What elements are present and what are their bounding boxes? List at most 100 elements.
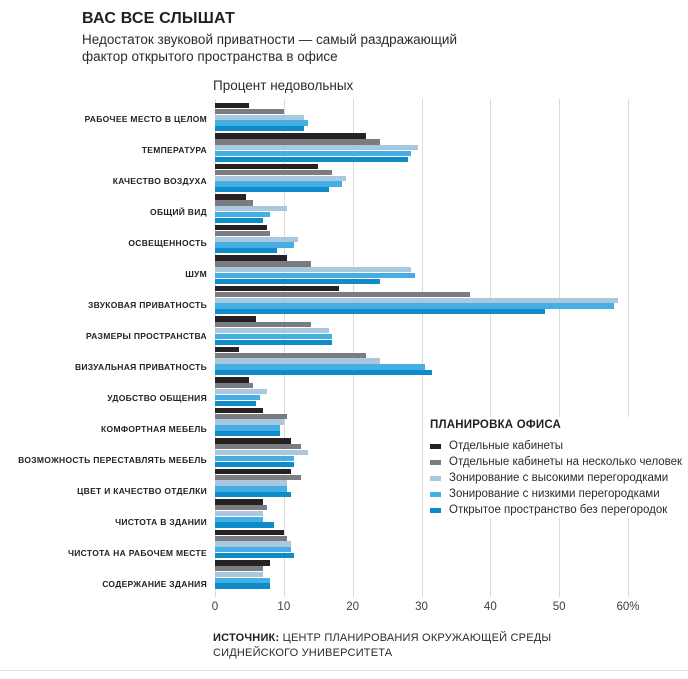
bar xyxy=(215,571,264,578)
bar-group xyxy=(215,499,629,528)
category-label: УДОБСТВО ОБЩЕНИЯ xyxy=(107,392,207,403)
gridline xyxy=(490,99,492,597)
bar xyxy=(215,145,419,151)
category-label: СОДЕРЖАНИЕ ЗДАНИЯ xyxy=(102,578,207,589)
bar xyxy=(215,370,432,376)
bar xyxy=(215,468,291,475)
x-axis-tick: 50 xyxy=(552,601,566,613)
category-label: ТЕМПЕРАТУРА xyxy=(141,144,207,155)
legend-swatch-icon xyxy=(430,443,441,449)
legend-item: Зонирование с высокими перегородками xyxy=(430,470,688,486)
bar xyxy=(215,499,264,505)
bar xyxy=(215,139,381,145)
legend-swatch-icon xyxy=(430,491,441,497)
page-subtitle-line2: фактор открытого пространства в офисе xyxy=(82,49,338,64)
bar-group xyxy=(215,468,629,498)
bar xyxy=(215,455,295,462)
bar xyxy=(215,163,319,170)
bar xyxy=(215,480,288,486)
legend-item: Отдельные кабинеты xyxy=(430,438,688,454)
bar-group xyxy=(215,316,629,345)
category-label: ВИЗУАЛЬНАЯ ПРИВАТНОСТЬ xyxy=(74,361,207,372)
category-label: ОБЩИЙ ВИД xyxy=(150,206,207,217)
legend-item-label: Зонирование с высокими перегородками xyxy=(449,472,669,484)
category-label: РАЗМЕРЫ ПРОСТРАНСТВА xyxy=(85,330,207,341)
bar xyxy=(215,169,333,176)
bar xyxy=(215,248,277,254)
bar xyxy=(215,413,288,419)
bar-group xyxy=(215,407,629,437)
category-label: РАБОЧЕЕ МЕСТО В ЦЕЛОМ xyxy=(84,113,207,124)
bar xyxy=(215,309,546,315)
x-axis: 0 10 20 30 40 50 60% xyxy=(0,601,688,615)
bar xyxy=(215,133,367,139)
bar xyxy=(215,224,267,231)
bar xyxy=(215,522,274,528)
bar xyxy=(215,175,346,181)
bar xyxy=(215,339,333,345)
legend-item: Открытое пространство без перегородок xyxy=(430,502,688,518)
source-line2: СИДНЕЙСКОГО УНИВЕРСИТЕТА xyxy=(213,647,393,659)
page-title: ВАС ВСЕ СЛЫШАТ xyxy=(82,10,235,27)
legend-title: ПЛАНИРОВКА ОФИСА xyxy=(430,419,562,431)
x-axis-tick: 0 xyxy=(211,601,219,613)
bar-group xyxy=(215,438,629,467)
bar xyxy=(215,425,281,431)
gridline xyxy=(628,99,629,597)
legend: ПЛАНИРОВКА ОФИСА Отдельные кабинеты Отдел… xyxy=(430,417,688,518)
legend-item: Отдельные кабинеты на несколько человек xyxy=(430,454,688,470)
bar xyxy=(215,120,308,126)
bar xyxy=(215,419,284,425)
bar xyxy=(215,541,291,547)
legend-swatch-icon xyxy=(430,507,441,513)
bar-group xyxy=(215,529,629,559)
bar xyxy=(215,577,271,583)
bar xyxy=(215,346,240,353)
legend-item: Зонирование с низкими перегородками xyxy=(430,486,688,502)
bar xyxy=(215,187,329,193)
source-line1: ЦЕНТР ПЛАНИРОВАНИЯ ОКРУЖАЮЩЕЙ СРЕДЫ xyxy=(282,632,552,644)
bar xyxy=(215,272,415,279)
bar xyxy=(215,505,267,511)
bar xyxy=(215,400,257,406)
bar-group xyxy=(215,133,629,162)
x-axis-tick: 10 xyxy=(277,601,291,613)
bar xyxy=(215,108,284,115)
gridline xyxy=(352,99,354,597)
bar xyxy=(215,194,246,200)
bar xyxy=(215,206,288,212)
bar xyxy=(215,211,271,218)
bar xyxy=(215,200,253,206)
bar xyxy=(215,156,408,162)
bar xyxy=(215,261,312,267)
bar xyxy=(215,230,271,237)
category-label: ЧИСТОТА В ЗДАНИИ xyxy=(115,516,207,527)
bar xyxy=(215,352,367,358)
bar xyxy=(215,431,281,437)
gridline xyxy=(283,99,285,597)
bar-chart-plot xyxy=(215,99,629,597)
x-axis-tick: 40 xyxy=(483,601,497,613)
page-subtitle-line1: Недостаток звуковой приватности — самый … xyxy=(82,32,457,47)
bar xyxy=(215,278,381,284)
bar xyxy=(215,547,291,553)
category-label: КАЧЕСТВО ВОЗДУХА xyxy=(112,175,207,186)
x-axis-tick: 60% xyxy=(616,601,640,613)
bar-group xyxy=(215,103,629,132)
bar xyxy=(215,126,305,132)
bar xyxy=(215,316,257,322)
category-label: ОСВЕЩЕННОСТЬ xyxy=(128,237,207,248)
bar xyxy=(215,583,271,589)
bar xyxy=(215,181,343,187)
bar xyxy=(215,383,253,389)
bar-group xyxy=(215,224,629,254)
bar-group xyxy=(215,346,629,376)
category-label: ЧИСТОТА НА РАБОЧЕМ МЕСТЕ xyxy=(68,547,207,558)
bar-group xyxy=(215,163,629,193)
bar xyxy=(215,327,329,334)
bar xyxy=(215,449,308,456)
bar xyxy=(215,297,618,303)
source-note: ИСТОЧНИК: ЦЕНТР ПЛАНИРОВАНИЯ ОКРУЖАЮЩЕЙ … xyxy=(213,631,551,661)
bar xyxy=(215,535,288,541)
